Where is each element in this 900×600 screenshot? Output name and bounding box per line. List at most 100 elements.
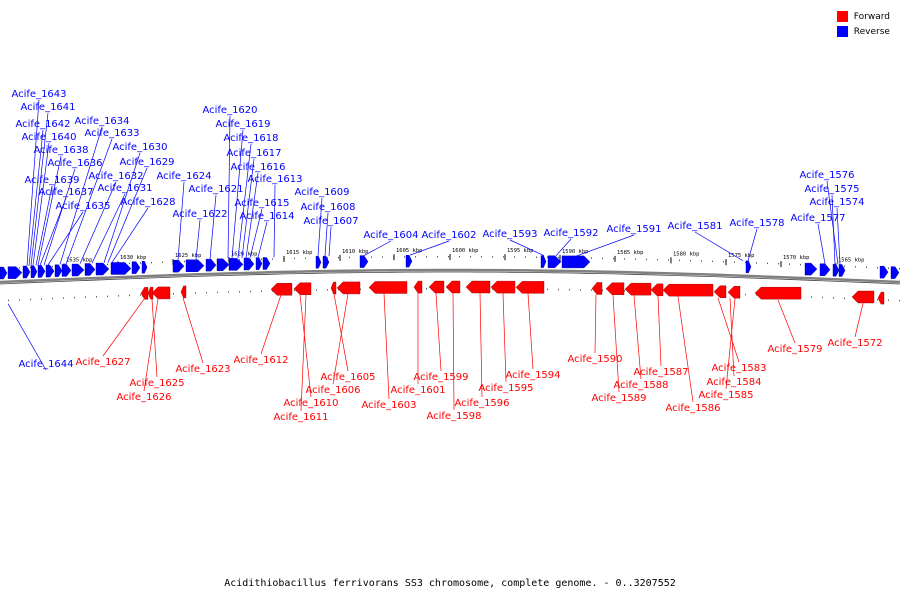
gene-label[interactable]: Acife_1599 [413,372,468,383]
gene-label[interactable]: Acife_1642 [15,119,70,130]
gene-label[interactable]: Acife_1589 [591,393,646,404]
gene-label[interactable]: Acife_1644 [18,359,73,370]
gene-label[interactable]: Acife_1606 [305,385,360,396]
forward-gene[interactable] [851,290,875,304]
forward-gene[interactable] [650,283,664,297]
gene-label[interactable]: Acife_1583 [711,363,766,374]
forward-gene[interactable] [490,280,516,294]
forward-gene[interactable] [180,285,187,299]
gene-label[interactable]: Acife_1638 [33,145,88,156]
forward-gene[interactable] [330,281,337,295]
gene-label[interactable]: Acife_1624 [156,171,211,182]
gene-label[interactable]: Acife_1572 [827,338,882,349]
gene-label[interactable]: Acife_1609 [294,187,349,198]
reverse-gene[interactable] [216,258,230,271]
gene-label[interactable]: Acife_1631 [97,183,152,194]
forward-gene[interactable] [140,287,149,300]
reverse-gene[interactable] [61,264,72,277]
gene-label[interactable]: Acife_1586 [665,403,720,414]
reverse-gene[interactable] [547,255,562,268]
gene-label[interactable]: Acife_1577 [790,213,845,224]
gene-label[interactable]: Acife_1614 [239,211,294,222]
gene-label[interactable]: Acife_1602 [421,230,476,241]
gene-label[interactable]: Acife_1611 [273,412,328,423]
forward-gene[interactable] [591,282,603,295]
gene-label[interactable]: Acife_1626 [116,392,171,403]
gene-label[interactable]: Acife_1585 [698,390,753,401]
gene-label[interactable]: Acife_1601 [390,385,445,396]
reverse-gene[interactable] [838,264,846,277]
reverse-gene[interactable] [95,262,110,276]
forward-gene[interactable] [662,283,714,297]
reverse-gene[interactable] [804,262,818,276]
reverse-gene[interactable] [561,255,591,269]
gene-label[interactable]: Acife_1584 [706,377,761,388]
gene-label[interactable]: Acife_1592 [543,228,598,239]
forward-gene[interactable] [515,281,545,294]
reverse-gene[interactable] [30,265,38,278]
reverse-gene[interactable] [172,259,185,273]
reverse-gene[interactable] [228,258,244,271]
gene-label[interactable]: Acife_1596 [454,398,509,409]
gene-label[interactable]: Acife_1641 [20,102,75,113]
gene-label[interactable]: Acife_1633 [84,128,139,139]
gene-label[interactable]: Acife_1636 [47,158,102,169]
forward-gene[interactable] [877,291,885,305]
gene-label[interactable]: Acife_1623 [175,364,230,375]
gene-label[interactable]: Acife_1578 [729,218,784,229]
gene-label[interactable]: Acife_1603 [361,400,416,411]
gene-label[interactable]: Acife_1594 [505,370,560,381]
reverse-gene[interactable] [359,255,369,268]
forward-gene[interactable] [270,283,293,296]
gene-label[interactable]: Acife_1593 [482,229,537,240]
gene-label[interactable]: Acife_1618 [223,133,278,144]
reverse-gene[interactable] [131,261,141,274]
reverse-gene[interactable] [7,266,23,279]
gene-label[interactable]: Acife_1620 [202,105,257,116]
gene-label[interactable]: Acife_1595 [478,383,533,394]
gene-label[interactable]: Acife_1627 [75,357,130,368]
reverse-gene[interactable] [832,264,840,277]
gene-label[interactable]: Acife_1605 [320,372,375,383]
gene-label[interactable]: Acife_1598 [426,411,481,422]
reverse-gene[interactable] [405,254,413,268]
gene-label[interactable]: Acife_1610 [283,398,338,409]
reverse-gene[interactable] [205,258,217,272]
gene-label[interactable]: Acife_1628 [120,197,175,208]
forward-gene[interactable] [293,282,312,295]
gene-label[interactable]: Acife_1581 [667,221,722,232]
forward-gene[interactable] [413,280,423,294]
gene-label[interactable]: Acife_1590 [567,354,622,365]
forward-gene[interactable] [605,282,625,295]
reverse-gene[interactable] [185,259,205,272]
reverse-gene[interactable] [890,266,900,279]
reverse-gene[interactable] [322,255,330,269]
gene-label[interactable]: Acife_1587 [633,367,688,378]
gene-label[interactable]: Acife_1629 [119,157,174,168]
gene-label[interactable]: Acife_1640 [21,132,76,143]
reverse-gene[interactable] [84,263,96,276]
gene-label[interactable]: Acife_1591 [606,224,661,235]
reverse-gene[interactable] [879,265,889,279]
reverse-gene[interactable] [262,257,271,270]
gene-label[interactable]: Acife_1616 [230,162,285,173]
gene-label[interactable]: Acife_1635 [55,201,110,212]
gene-label[interactable]: Acife_1639 [24,175,79,186]
forward-gene[interactable] [465,280,491,294]
gene-label[interactable]: Acife_1630 [112,142,167,153]
reverse-gene[interactable] [745,260,752,274]
reverse-gene[interactable] [315,256,322,269]
gene-label[interactable]: Acife_1604 [363,230,418,241]
gene-label[interactable]: Acife_1575 [804,184,859,195]
reverse-gene[interactable] [37,265,46,278]
gene-label[interactable]: Acife_1607 [303,216,358,227]
gene-label[interactable]: Acife_1619 [215,119,270,130]
reverse-gene[interactable] [45,264,55,278]
forward-gene[interactable] [754,286,802,300]
gene-label[interactable]: Acife_1643 [11,89,66,100]
gene-label[interactable]: Acife_1634 [74,116,129,127]
forward-gene[interactable] [624,282,652,296]
reverse-gene[interactable] [71,263,85,277]
forward-gene[interactable] [368,281,408,294]
gene-label[interactable]: Acife_1588 [613,380,668,391]
